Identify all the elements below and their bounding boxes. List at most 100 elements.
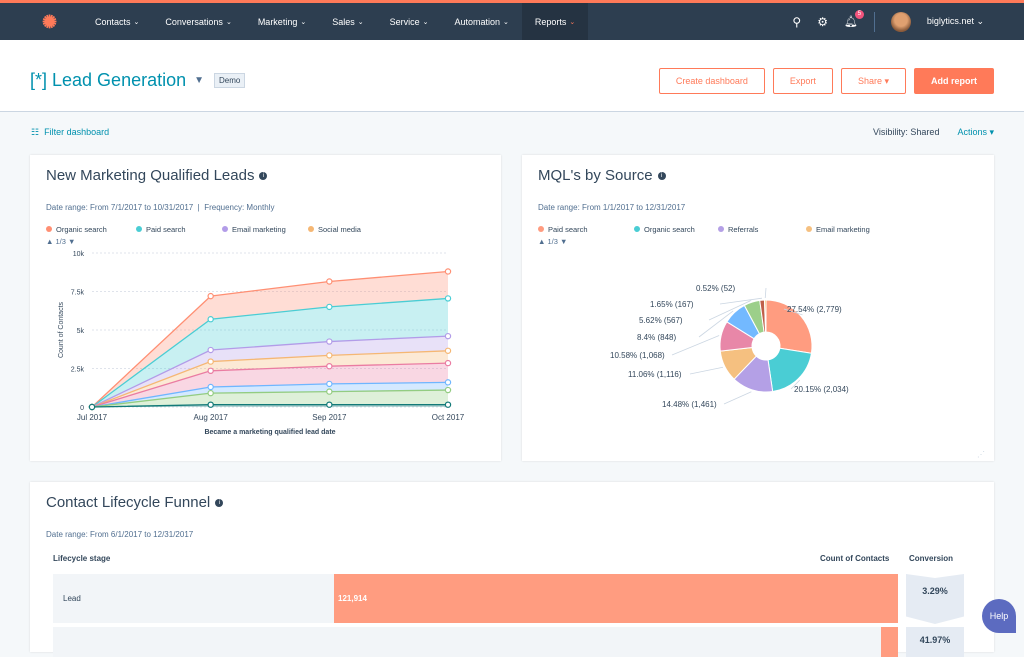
data-point <box>326 338 333 345</box>
gear-icon[interactable]: ⚙ <box>817 14 828 29</box>
legend-item[interactable]: Organic search <box>634 225 695 234</box>
slice-label: 5.62% (567) <box>639 316 683 325</box>
nav-item-service[interactable]: Service ⌄ <box>377 3 442 40</box>
y-axis-label: Count of Contacts <box>58 301 65 358</box>
series-line <box>91 362 449 408</box>
filter-icon: ☷ <box>31 127 40 137</box>
nav-label: Automation <box>454 16 501 27</box>
y-tick-label: 7.5k <box>71 290 85 297</box>
dashboard-switcher-caret-icon[interactable]: ▼ <box>194 75 205 86</box>
info-icon[interactable]: i <box>215 499 224 508</box>
legend-dot <box>46 226 52 232</box>
data-point <box>444 295 452 302</box>
label-leader <box>698 310 734 338</box>
col-count: Count of Contacts <box>820 554 890 563</box>
slice-label: 27.54% (2,779) <box>787 305 842 314</box>
x-tick-label: Jul 2017 <box>77 413 108 422</box>
legend-dot <box>308 226 314 232</box>
legend-pager[interactable]: ▲ 1/3 ▼ <box>538 237 568 246</box>
nav-label: Sales <box>332 16 355 27</box>
help-button[interactable]: Help <box>982 599 1016 633</box>
legend-item[interactable]: Paid search <box>538 225 588 234</box>
actions-menu[interactable]: Actions ▾ <box>957 127 994 137</box>
series-line <box>91 389 449 408</box>
search-icon[interactable]: ⚲ <box>792 14 802 29</box>
add-report-button[interactable]: Add report <box>914 68 994 94</box>
data-point <box>444 379 452 386</box>
notification-badge: 5 <box>854 10 864 19</box>
nav-item-conversations[interactable]: Conversations ⌄ <box>152 3 244 40</box>
x-axis-label: Became a marketing qualified lead date <box>204 429 335 436</box>
nav-item-contacts[interactable]: Contacts ⌄ <box>82 3 152 40</box>
data-point <box>326 362 333 370</box>
nav-item-marketing[interactable]: Marketing ⌄ <box>245 3 319 40</box>
col-stage: Lifecycle stage <box>53 554 111 563</box>
info-icon[interactable]: i <box>259 172 268 181</box>
chevron-down-icon: ⌄ <box>300 18 307 26</box>
share-button[interactable]: Share ▾ <box>840 68 906 94</box>
account-name: biglytics.net <box>926 16 974 26</box>
x-tick-label: Aug 2017 <box>194 413 229 422</box>
legend-dot <box>136 226 142 232</box>
slice-label: 11.06% (1,116) <box>628 370 682 379</box>
export-button[interactable]: Export <box>772 68 833 94</box>
legend-pager[interactable]: ▲ 1/3 ▼ <box>46 237 76 246</box>
data-point <box>88 403 96 411</box>
nav-label: Conversations <box>165 16 223 27</box>
nav-item-reports[interactable]: Reports ⌄ <box>521 3 589 40</box>
series-line <box>91 381 449 408</box>
x-tick-label: Sep 2017 <box>312 413 347 422</box>
label-leader <box>671 335 720 356</box>
donut-chart: 27.54% (2,779) 20.15% (2,034) 14.48% (1,46… <box>610 284 985 459</box>
avatar[interactable] <box>890 11 911 32</box>
funnel-row: Lead 121,914 <box>53 574 898 623</box>
series-line <box>91 297 449 408</box>
label-leader <box>764 287 767 299</box>
legend-item[interactable]: Social media <box>308 225 361 234</box>
series-line <box>91 335 449 408</box>
chevron-down-icon: ⌄ <box>225 18 232 26</box>
conversion-chevron: 3.29% <box>906 574 964 624</box>
pager-label: 1/3 <box>547 237 558 246</box>
legend-label: Organic search <box>56 225 107 234</box>
area-series <box>92 271 448 407</box>
data-point <box>207 292 214 300</box>
legend-item[interactable]: Paid search <box>136 225 186 234</box>
legend-dot <box>222 226 228 232</box>
area-series <box>92 382 448 407</box>
data-point <box>207 316 214 323</box>
funnel-row <box>53 627 898 657</box>
series-line <box>91 270 449 408</box>
nav-item-sales[interactable]: Sales ⌄ <box>319 3 376 40</box>
y-tick-label: 2.5k <box>71 367 85 374</box>
date-range: Date range: From 7/1/2017 to 10/31/2017 <box>46 203 194 212</box>
data-point <box>444 347 452 354</box>
data-point <box>326 401 333 408</box>
chevron-down-icon: ⌄ <box>569 18 576 26</box>
legend-item[interactable]: Email marketing <box>222 225 286 234</box>
hubspot-logo-icon[interactable]: ✺ <box>42 11 58 32</box>
report-title: MQL's by Source <box>538 167 653 184</box>
notifications-icon[interactable]: 🔔︎ 5 <box>844 10 864 28</box>
info-icon[interactable]: i <box>657 172 666 181</box>
nav-item-automation[interactable]: Automation ⌄ <box>441 3 521 40</box>
slice-label: 8.4% (848) <box>637 333 676 342</box>
stage-label: Lead <box>63 594 81 603</box>
slice-label: 0.52% (52) <box>696 284 735 293</box>
visibility-value[interactable]: Shared <box>910 127 940 137</box>
legend-item[interactable]: Organic search <box>46 225 107 234</box>
legend-label: Organic search <box>644 225 695 234</box>
pie-slice <box>765 299 813 354</box>
legend-item[interactable]: Email marketing <box>806 225 870 234</box>
filter-dashboard-link[interactable]: ☷ Filter dashboard <box>31 127 109 138</box>
legend-item[interactable]: Referrals <box>718 225 758 234</box>
area-series <box>92 298 448 407</box>
account-menu[interactable]: biglytics.net ⌄ <box>926 16 984 26</box>
legend-dot <box>806 226 812 232</box>
legend-label: Social media <box>318 225 361 234</box>
divider <box>873 11 875 32</box>
chevron-down-icon: ⌄ <box>503 18 509 26</box>
create-dashboard-button[interactable]: Create dashboard <box>658 68 765 94</box>
slice-label: 14.48% (1,461) <box>662 400 717 409</box>
series-line <box>91 350 449 408</box>
